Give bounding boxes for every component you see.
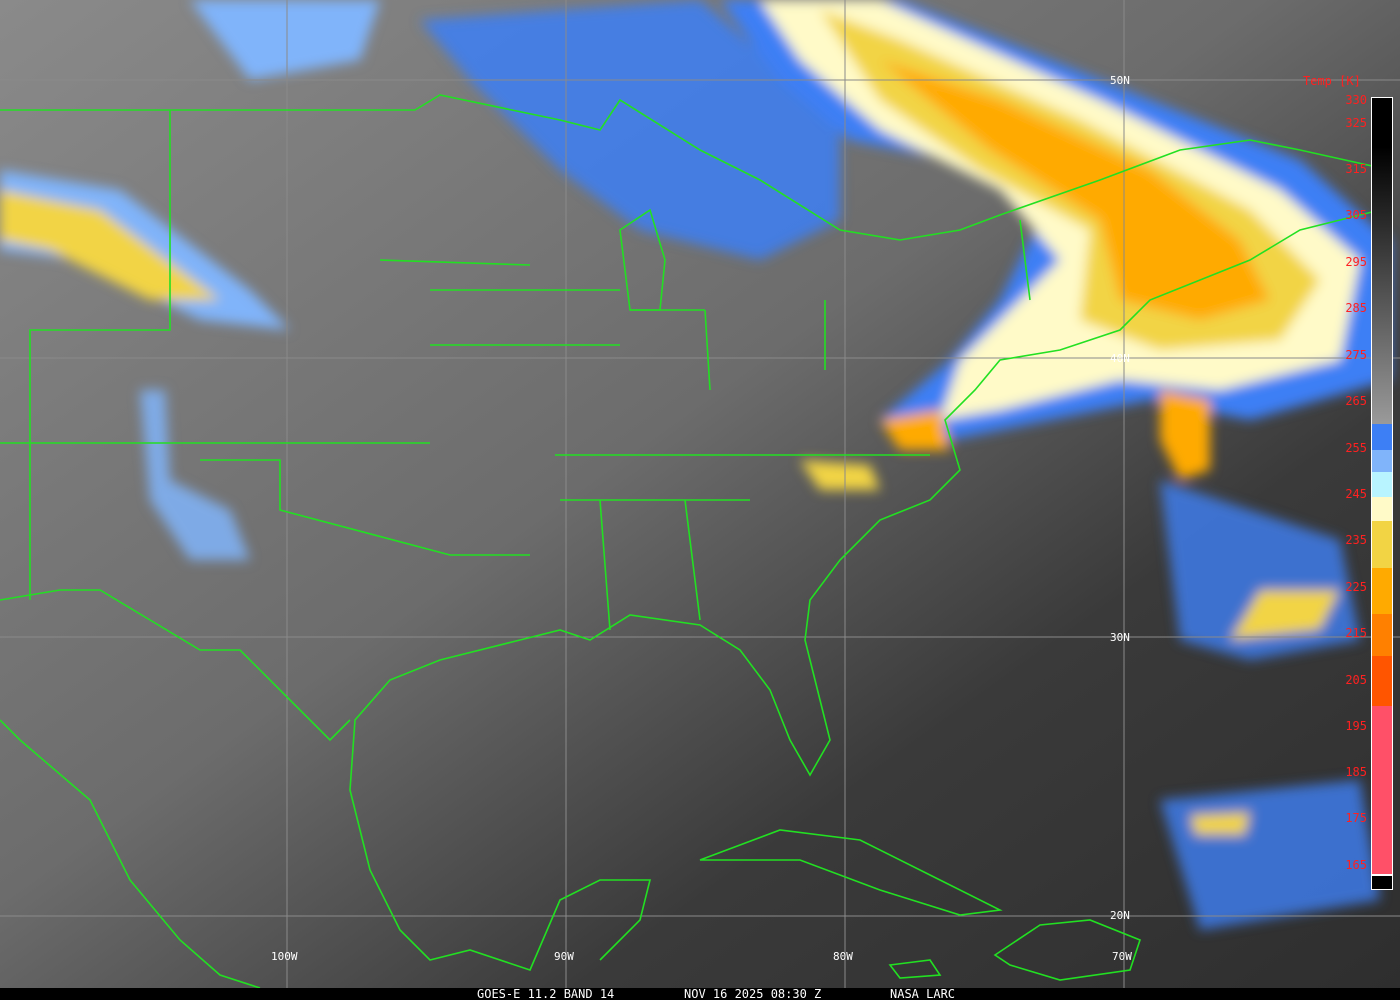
- colorbar-segment: [1372, 424, 1392, 450]
- lon-label-80w: 80W: [833, 950, 853, 963]
- colorbar-label: 215: [1345, 626, 1367, 640]
- colorbar-segment: [1372, 656, 1392, 706]
- colorbar-label: 185: [1345, 765, 1367, 779]
- us-mexico-border: [0, 589, 351, 742]
- cuba-outline: [699, 829, 1003, 916]
- colorbar-label: 225: [1345, 580, 1367, 594]
- coastline-us-mexico: [0, 94, 1391, 971]
- colorbar-segment: [1372, 614, 1392, 656]
- colorbar-label: 305: [1345, 208, 1367, 222]
- colorbar-segment: [1372, 521, 1392, 568]
- lon-label-100w: 100W: [271, 950, 298, 963]
- colorbar-label: 315: [1345, 162, 1367, 176]
- datetime-label: NOV 16 2025 08:30 Z: [684, 987, 822, 1000]
- colorbar-segment: [1372, 450, 1392, 472]
- colorbar-segment: [1372, 472, 1392, 497]
- lat-label-50n: 50N: [1110, 74, 1130, 87]
- colorbar-label: 285: [1345, 301, 1367, 315]
- colorbar-label: 330: [1345, 93, 1367, 107]
- lon-label-90w: 90W: [554, 950, 574, 963]
- lat-label-30n: 30N: [1110, 631, 1130, 644]
- source-label: NASA LARC: [890, 987, 956, 1000]
- colorbar-segment: [1372, 497, 1392, 521]
- colorbar-label: 325: [1345, 116, 1367, 130]
- colorbar-label: 175: [1345, 811, 1367, 825]
- colorbar-label: 235: [1345, 533, 1367, 547]
- colorbar-segment: [1372, 706, 1392, 876]
- colorbar-label: 295: [1345, 255, 1367, 269]
- colorbar-label: 265: [1345, 394, 1367, 408]
- colorbar-label: 165: [1345, 858, 1367, 872]
- lake-michigan: [619, 208, 666, 311]
- colorbar-title: Temp [K]: [1303, 74, 1361, 88]
- political-boundaries: [0, 94, 1391, 989]
- lat-label-20n: 20N: [1110, 909, 1130, 922]
- hispaniola-outline: [993, 919, 1141, 981]
- cloud-tops: [0, 0, 1390, 930]
- colorbar-label: 255: [1345, 441, 1367, 455]
- colorbar-label: 275: [1345, 348, 1367, 362]
- image-caption: GOES-E 11.2 BAND 14 NOV 16 2025 08:30 Z …: [0, 988, 1400, 1000]
- colorbar-segment: [1372, 568, 1392, 614]
- colorbar-label: 195: [1345, 719, 1367, 733]
- temperature-colorbar: [1371, 97, 1393, 890]
- lat-label-40n: 40N: [1110, 352, 1130, 365]
- colorbar-gray-segment: [1372, 98, 1392, 424]
- colorbar-label: 205: [1345, 673, 1367, 687]
- product-label: GOES-E 11.2 BAND 14: [477, 987, 615, 1000]
- lon-label-70w: 70W: [1112, 950, 1132, 963]
- colorbar-label: 245: [1345, 487, 1367, 501]
